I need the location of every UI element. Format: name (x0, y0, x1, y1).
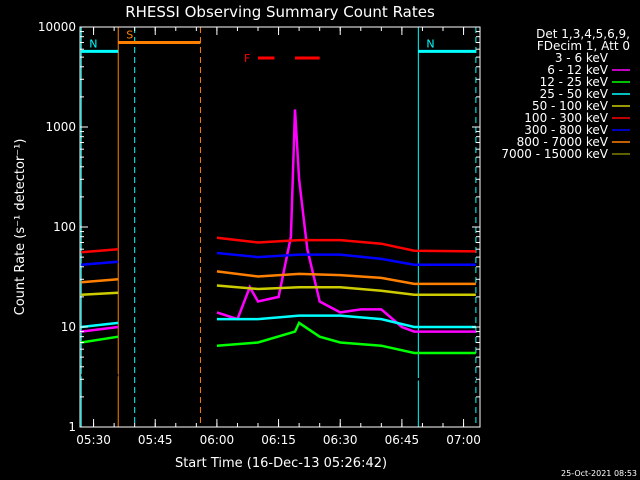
x-tick-label: 06:00 (200, 433, 235, 447)
y-tick-label: 1 (68, 420, 76, 434)
y-axis: 1 10 100 1000 10000 (38, 20, 480, 434)
series-line (81, 284, 476, 297)
x-tick-label: 05:45 (138, 433, 173, 447)
series-line (81, 236, 476, 254)
annotation-label: N (89, 37, 97, 50)
x-tick-label: 07:00 (446, 433, 481, 447)
y-axis-label: Count Rate (s⁻¹ detector⁻¹) (13, 139, 28, 316)
series-line (81, 270, 476, 286)
plot-frame (79, 26, 481, 428)
x-axis: 05:30 05:45 06:00 06:15 06:30 06:45 07:00 (76, 27, 481, 447)
vertical-markers (80, 27, 477, 427)
x-tick-label: 05:30 (76, 433, 111, 447)
legend-label: 6 - 12 keV (547, 63, 609, 77)
legend-label: 50 - 100 keV (532, 99, 609, 113)
legend-header: Det 1,3,4,5,6,9, (536, 27, 630, 41)
y-tick-label: 100 (53, 220, 76, 234)
legend-header: FDecim 1, Att 0 (537, 39, 630, 53)
y-tick-label: 1000 (45, 120, 76, 134)
legend-label: 7000 - 15000 keV (501, 147, 608, 161)
series-line (81, 251, 476, 266)
series-line (81, 109, 476, 333)
series-line (81, 321, 476, 355)
footer-timestamp: 25-Oct-2021 08:53 (561, 469, 637, 478)
legend-label: 800 - 7000 keV (517, 135, 609, 149)
legend-label: 3 - 6 keV (555, 51, 609, 65)
x-tick-label: 06:15 (261, 433, 296, 447)
legend: Det 1,3,4,5,6,9,FDecim 1, Att 03 - 6 keV… (501, 27, 630, 161)
legend-label: 12 - 25 keV (540, 75, 609, 89)
x-axis-label: Start Time (16-Dec-13 05:26:42) (175, 456, 387, 471)
y-tick-label: 10 (61, 320, 76, 334)
x-tick-label: 06:45 (385, 433, 420, 447)
annotation-label: F (244, 52, 250, 65)
chart-title: RHESSI Observing Summary Count Rates (125, 3, 435, 21)
legend-label: 100 - 300 keV (524, 111, 608, 125)
annotation-layer: S N N F (81, 28, 476, 65)
legend-label: 300 - 800 keV (524, 123, 608, 137)
annotation-label: N (426, 37, 434, 50)
y-tick-label: 10000 (38, 20, 76, 34)
legend-label: 25 - 50 keV (540, 87, 609, 101)
series-layer (81, 109, 476, 381)
series-line (81, 314, 476, 329)
x-tick-label: 06:30 (323, 433, 358, 447)
annotation-label: S (126, 28, 133, 41)
